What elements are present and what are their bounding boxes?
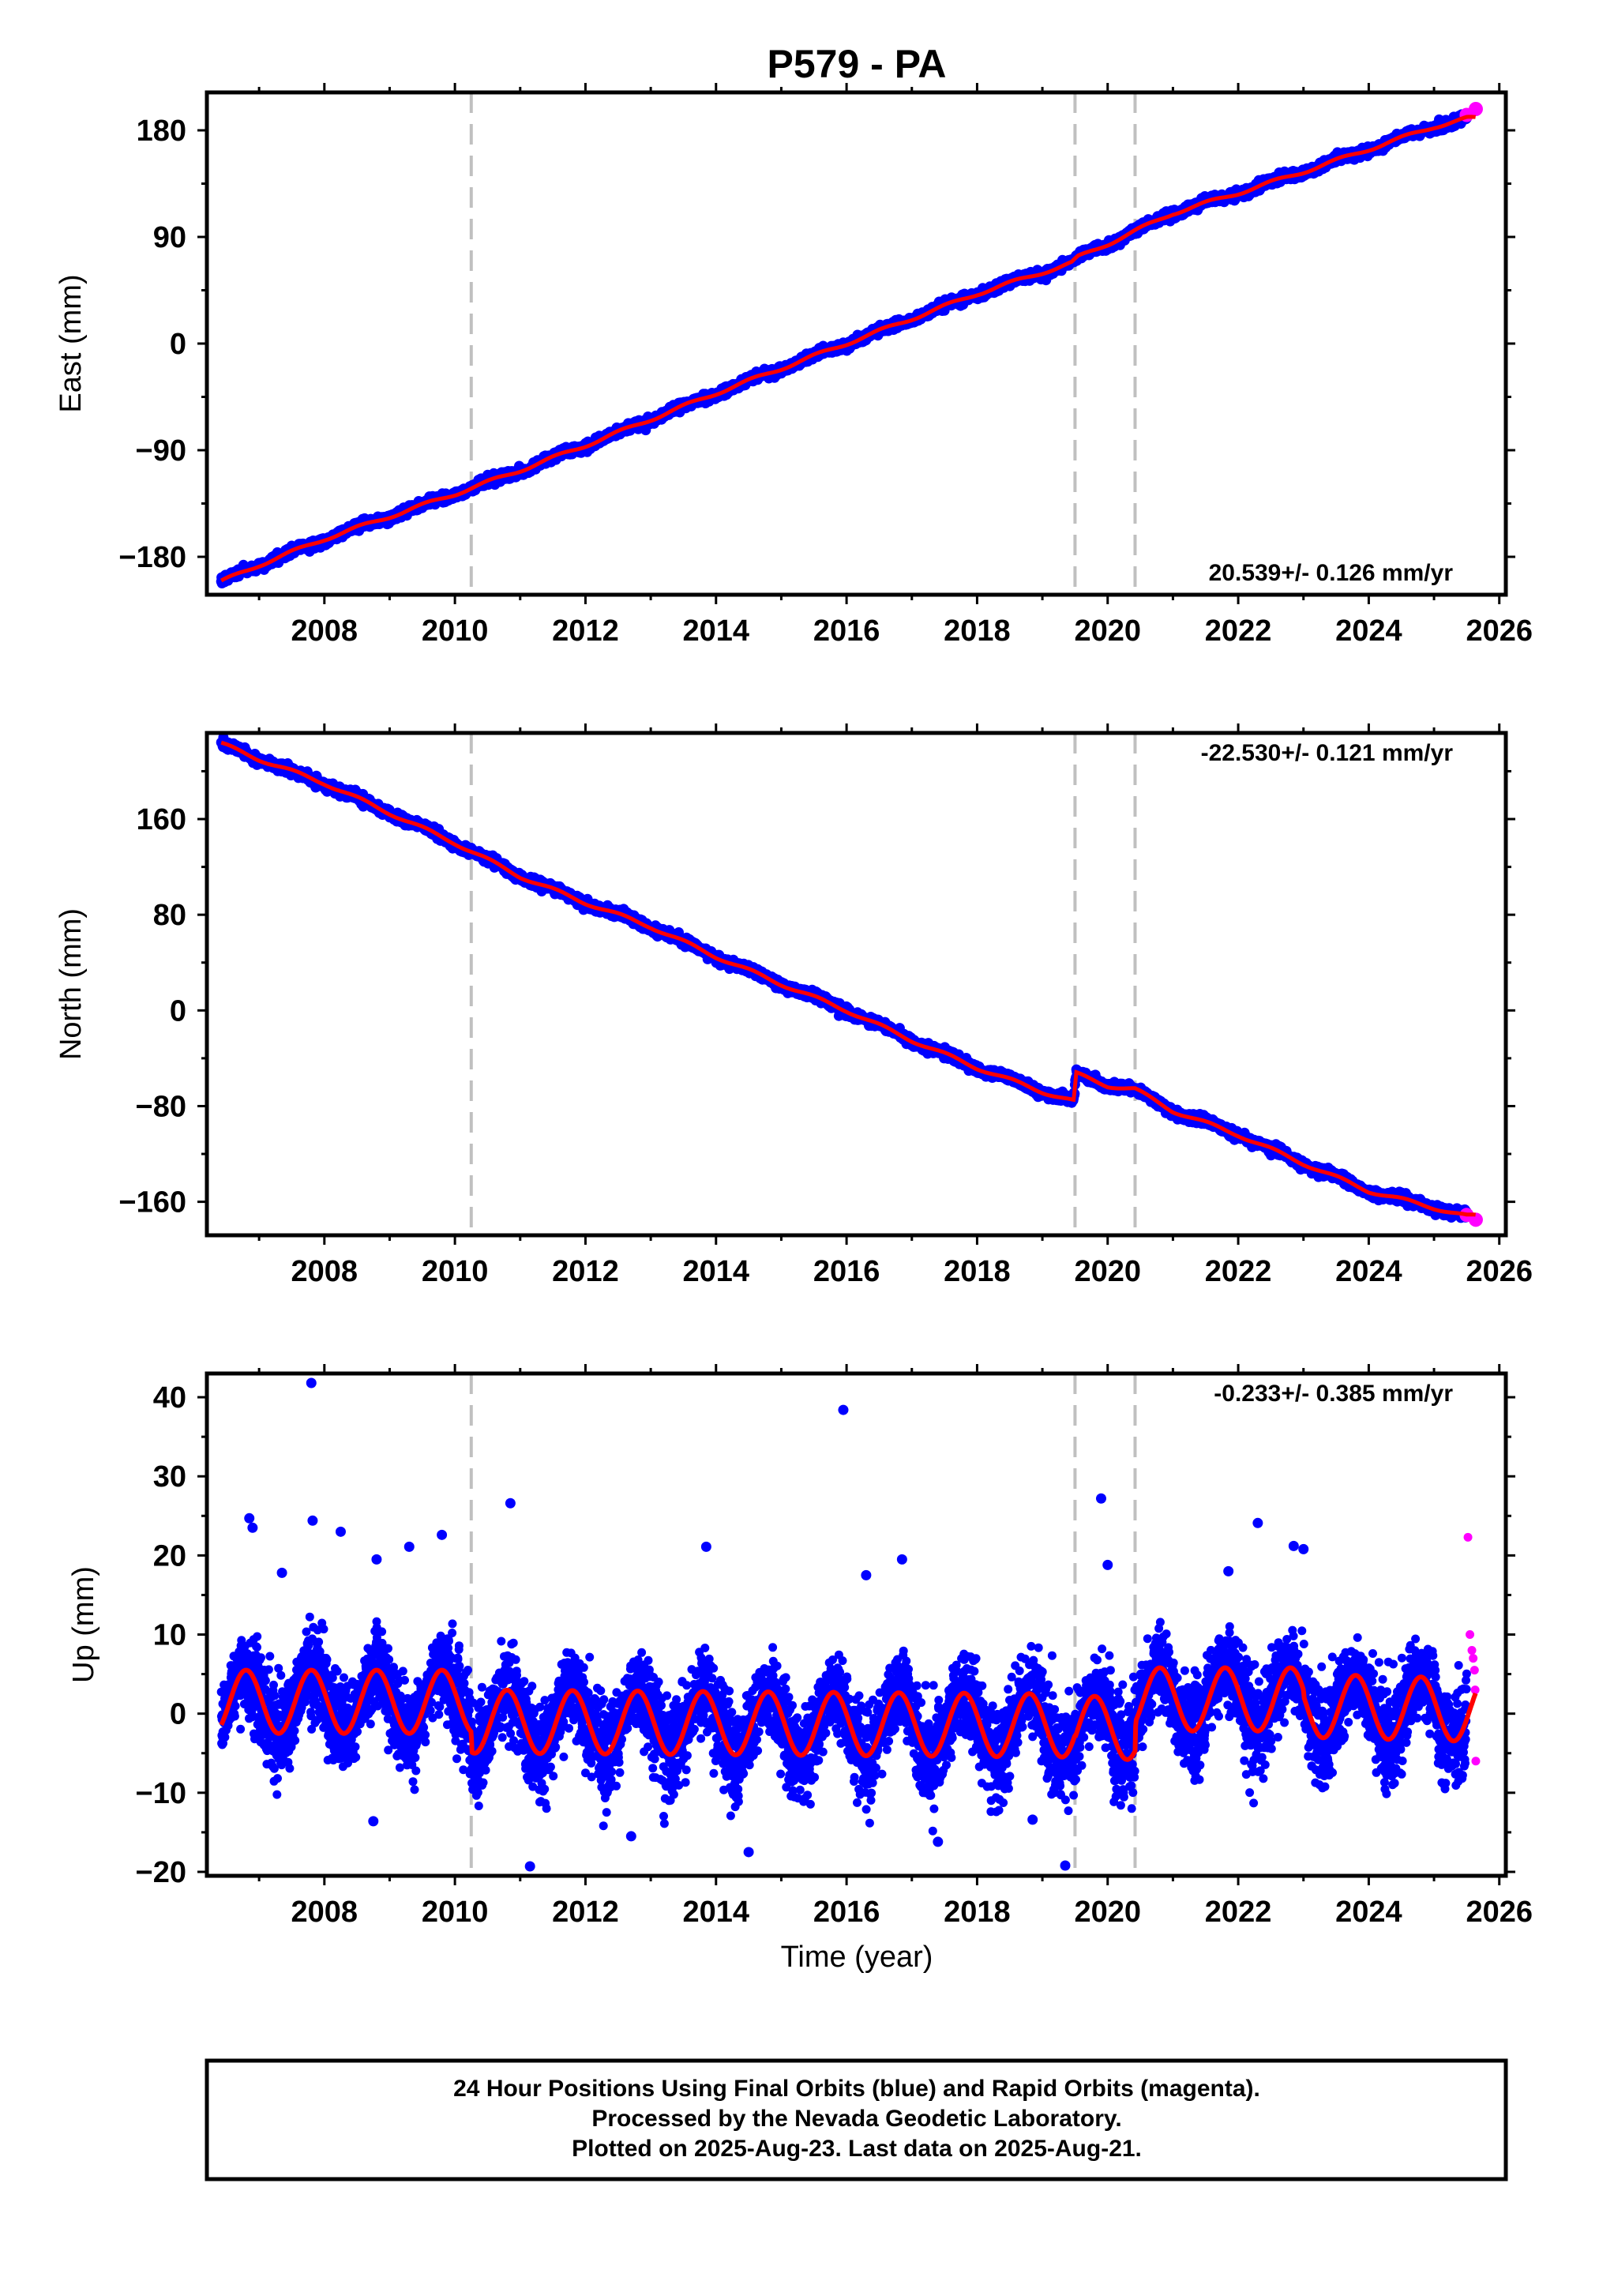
x-tick-label: 2012 <box>552 614 619 648</box>
x-tick-label: 2022 <box>1205 614 1272 648</box>
x-tick-label: 2010 <box>422 614 489 648</box>
east-final-orbit-points <box>216 109 1472 588</box>
x-tick-label: 2018 <box>944 614 1011 648</box>
x-tick-label: 2024 <box>1335 614 1402 648</box>
y-tick-label: 0 <box>170 328 186 361</box>
y-tick-label: −180 <box>118 541 186 574</box>
east-rapid-point <box>1469 102 1483 116</box>
y-tick-label: 90 <box>153 221 186 254</box>
north-final-orbit-points <box>216 732 1472 1223</box>
x-tick-label: 2020 <box>1074 614 1141 648</box>
east-plot-area <box>216 92 1483 595</box>
x-tick-label: 2026 <box>1466 614 1533 648</box>
x-tick-label: 2014 <box>683 614 750 648</box>
east-ylabel: East (mm) <box>54 274 88 412</box>
figure-title: P579 - PA <box>768 42 947 86</box>
north-plot-area <box>216 732 1483 1235</box>
east-panel: 2008 2010 2012 2014 2016 2018 2020 2022 2024 2026… <box>54 83 1533 648</box>
x-tick-label: 2008 <box>291 614 358 648</box>
y-tick-label: 180 <box>137 115 186 148</box>
y-tick-label: −90 <box>136 434 186 468</box>
x-tick-label: 2016 <box>813 614 880 648</box>
east-rate-label: 20.539+/- 0.126 mm/yr <box>1209 560 1454 586</box>
